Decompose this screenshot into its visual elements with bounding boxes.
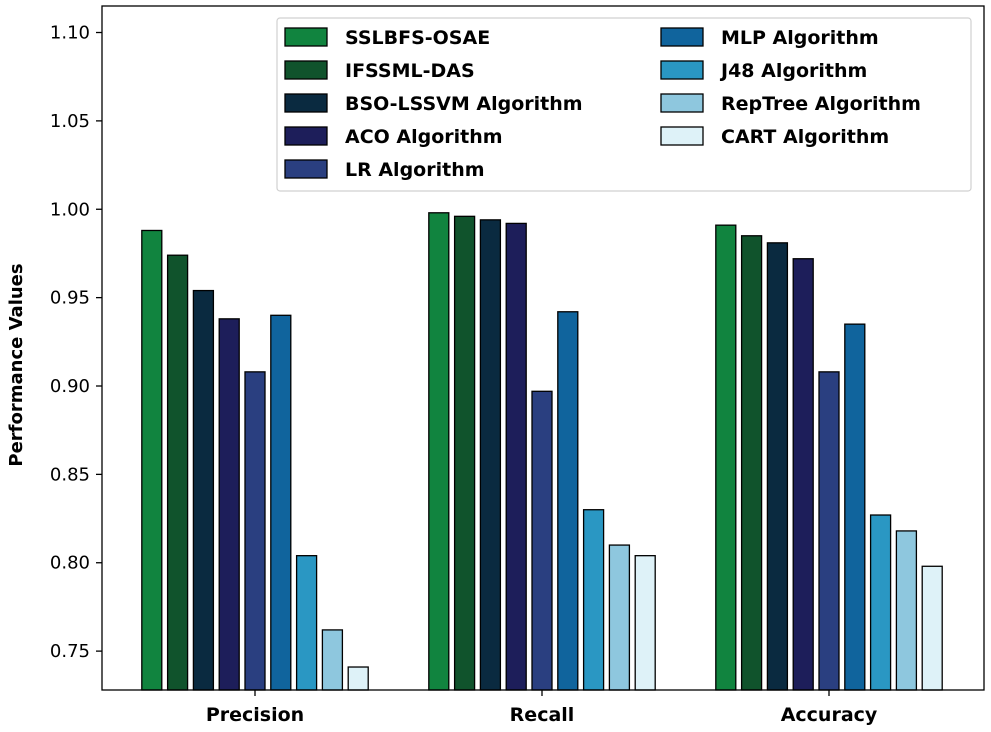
legend-swatch-ifssml-das (284, 60, 328, 80)
legend-label-j48-algorithm: J48 Algorithm (719, 60, 867, 82)
plot-frame (101, 5, 985, 691)
bar-ifssml-das-recall (453, 215, 476, 691)
legend-box (276, 17, 972, 192)
legend-swatch-lr-algorithm (284, 159, 328, 179)
y-tick-label: 1.10 (50, 23, 90, 44)
legend-swatch-j48-algorithm (660, 60, 704, 80)
bar-bso-lssvm-algorithm-accuracy (766, 242, 789, 691)
bar-j48-algorithm-precision (295, 555, 318, 691)
y-tick-label: 0.85 (50, 464, 90, 485)
bar-ifssml-das-accuracy (740, 235, 763, 691)
legend-label-lr-algorithm: LR Algorithm (345, 159, 485, 181)
legend-label-ifssml-das: IFSSML-DAS (345, 60, 475, 82)
legend-swatch-sslbfs-osae (284, 27, 328, 47)
bar-aco-algorithm-recall (505, 222, 527, 691)
y-tick-label: 0.90 (50, 376, 90, 397)
bar-j48-algorithm-recall (582, 509, 605, 691)
bar-sslbfs-osae-precision (141, 229, 163, 691)
x-tick-label-precision: Precision (206, 704, 304, 726)
bar-reptree-algorithm-accuracy (895, 530, 918, 691)
bar-j48-algorithm-accuracy (869, 514, 892, 691)
legend-label-reptree-algorithm: RepTree Algorithm (721, 93, 921, 115)
bar-aco-algorithm-precision (218, 318, 240, 691)
legend-label-cart-algorithm: CART Algorithm (721, 126, 889, 148)
x-tick-label-accuracy: Accuracy (781, 704, 878, 726)
bar-lr-algorithm-recall (531, 390, 553, 691)
bar-reptree-algorithm-precision (321, 629, 344, 691)
legend-label-aco-algorithm: ACO Algorithm (345, 126, 503, 148)
legend-label-bso-lssvm-algorithm: BSO-LSSVM Algorithm (345, 93, 583, 115)
legend-swatch-cart-algorithm (660, 126, 704, 146)
x-tick-label-recall: Recall (510, 704, 575, 726)
y-tick-label: 1.05 (50, 111, 90, 132)
bar-lr-algorithm-accuracy (818, 371, 840, 691)
y-tick-label: 0.80 (50, 553, 90, 574)
legend-swatch-mlp-algorithm (660, 27, 704, 47)
y-tick-label: 0.75 (50, 641, 90, 662)
y-axis-title: Performance Values (6, 263, 27, 466)
bar-ifssml-das-precision (166, 254, 189, 691)
legend-label-mlp-algorithm: MLP Algorithm (721, 27, 879, 49)
y-tick-label: 0.95 (50, 288, 90, 309)
bar-mlp-algorithm-accuracy (844, 323, 866, 691)
bar-aco-algorithm-accuracy (792, 258, 814, 691)
legend-label-sslbfs-osae: SSLBFS-OSAE (345, 27, 490, 49)
legend-swatch-bso-lssvm-algorithm (284, 93, 328, 113)
bar-cart-algorithm-accuracy (921, 565, 943, 691)
bar-mlp-algorithm-precision (270, 314, 292, 691)
y-tick-label: 1.00 (50, 199, 90, 220)
bar-mlp-algorithm-recall (557, 311, 579, 691)
bar-cart-algorithm-recall (634, 555, 656, 691)
bar-lr-algorithm-precision (244, 371, 266, 691)
bar-cart-algorithm-precision (347, 666, 369, 691)
legend-swatch-aco-algorithm (284, 126, 328, 146)
bar-bso-lssvm-algorithm-precision (192, 289, 215, 691)
bar-reptree-algorithm-recall (608, 544, 631, 691)
bar-sslbfs-osae-accuracy (715, 224, 737, 691)
legend-swatch-reptree-algorithm (660, 93, 704, 113)
bar-sslbfs-osae-recall (428, 212, 450, 691)
bar-bso-lssvm-algorithm-recall (479, 219, 502, 691)
